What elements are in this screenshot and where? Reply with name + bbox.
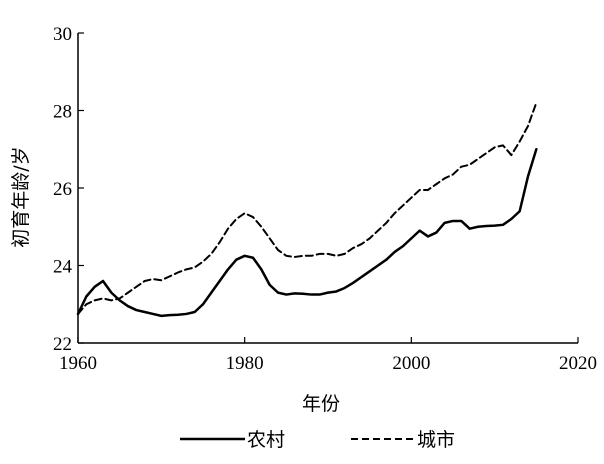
x-tick-label: 2000 [392, 353, 430, 374]
y-axis-title: 初育年龄/岁 [10, 146, 32, 247]
series-line-rural [76, 148, 538, 318]
x-tick-label: 2020 [559, 353, 597, 374]
y-tick-label: 26 [53, 179, 72, 200]
y-tick-label: 24 [53, 257, 73, 278]
legend-label-rural: 农村 [247, 429, 285, 451]
legend: 农村 城市 [180, 429, 455, 451]
x-axis-title: 年份 [302, 393, 340, 415]
y-tick-label: 22 [53, 334, 72, 355]
y-tick-label: 28 [53, 102, 72, 123]
series-lines [76, 101, 538, 318]
x-tick-label: 1960 [59, 353, 97, 374]
x-tick-label: 1980 [226, 353, 264, 374]
series-line-urban [77, 101, 538, 315]
y-tick-label: 30 [53, 24, 72, 45]
legend-label-urban: 城市 [417, 429, 455, 451]
axes: 22 24 26 28 30 1960 1980 2000 2020 [53, 24, 597, 374]
